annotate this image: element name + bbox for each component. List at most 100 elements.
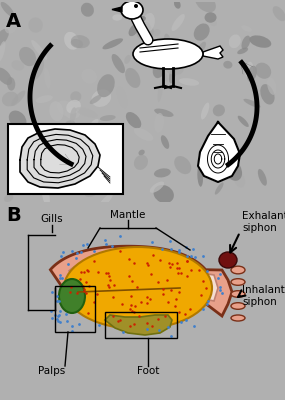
Ellipse shape: [112, 14, 122, 21]
Ellipse shape: [201, 102, 209, 120]
Ellipse shape: [210, 19, 217, 26]
Ellipse shape: [75, 136, 92, 151]
Ellipse shape: [169, 158, 185, 172]
Ellipse shape: [134, 4, 138, 8]
Ellipse shape: [154, 41, 160, 55]
Ellipse shape: [164, 34, 172, 49]
Ellipse shape: [36, 95, 53, 103]
Ellipse shape: [15, 138, 26, 160]
Ellipse shape: [219, 252, 237, 268]
Ellipse shape: [231, 279, 245, 285]
Text: Exhalant
siphon: Exhalant siphon: [242, 211, 285, 233]
Ellipse shape: [154, 168, 171, 178]
Ellipse shape: [231, 315, 245, 321]
Ellipse shape: [102, 38, 123, 49]
Ellipse shape: [66, 100, 81, 114]
Ellipse shape: [150, 182, 164, 193]
Ellipse shape: [65, 107, 80, 119]
Ellipse shape: [258, 169, 267, 186]
Ellipse shape: [100, 115, 116, 121]
Ellipse shape: [255, 63, 271, 79]
Polygon shape: [198, 122, 240, 182]
Ellipse shape: [49, 101, 64, 121]
Ellipse shape: [0, 68, 12, 85]
Ellipse shape: [0, 29, 9, 47]
Ellipse shape: [97, 74, 115, 97]
Ellipse shape: [31, 40, 47, 60]
Ellipse shape: [81, 3, 94, 17]
Ellipse shape: [64, 32, 79, 50]
Ellipse shape: [174, 0, 181, 9]
Ellipse shape: [25, 159, 45, 174]
Ellipse shape: [9, 110, 27, 129]
Ellipse shape: [1, 2, 15, 17]
Ellipse shape: [91, 90, 111, 107]
Ellipse shape: [231, 303, 245, 309]
Ellipse shape: [139, 22, 151, 34]
Ellipse shape: [44, 68, 50, 89]
Text: Palps: Palps: [38, 366, 66, 376]
Ellipse shape: [234, 171, 245, 188]
Ellipse shape: [243, 99, 261, 108]
Ellipse shape: [56, 147, 67, 158]
Ellipse shape: [30, 176, 44, 196]
Ellipse shape: [174, 156, 191, 174]
Ellipse shape: [247, 66, 257, 82]
Ellipse shape: [215, 182, 224, 195]
Ellipse shape: [158, 79, 163, 102]
Ellipse shape: [231, 291, 245, 297]
Polygon shape: [69, 256, 218, 303]
Ellipse shape: [223, 61, 233, 69]
Ellipse shape: [139, 150, 145, 155]
Ellipse shape: [34, 170, 43, 178]
Polygon shape: [50, 246, 232, 316]
Ellipse shape: [125, 68, 141, 88]
Ellipse shape: [0, 41, 5, 62]
Ellipse shape: [197, 166, 203, 187]
Ellipse shape: [154, 113, 164, 133]
Ellipse shape: [85, 142, 109, 153]
Ellipse shape: [112, 54, 125, 73]
Ellipse shape: [195, 0, 216, 12]
Ellipse shape: [11, 90, 25, 106]
Polygon shape: [203, 46, 223, 59]
Ellipse shape: [80, 136, 85, 146]
Ellipse shape: [32, 60, 44, 80]
Ellipse shape: [231, 266, 245, 274]
Ellipse shape: [238, 116, 249, 127]
Ellipse shape: [29, 131, 36, 146]
Ellipse shape: [245, 62, 253, 77]
Ellipse shape: [142, 13, 155, 32]
Ellipse shape: [2, 92, 19, 106]
Ellipse shape: [138, 16, 146, 22]
Text: Foot: Foot: [137, 366, 159, 376]
Ellipse shape: [90, 95, 102, 104]
Ellipse shape: [117, 86, 127, 108]
Ellipse shape: [98, 193, 113, 210]
Ellipse shape: [205, 12, 217, 23]
Ellipse shape: [66, 120, 75, 126]
Text: Gills: Gills: [41, 214, 63, 224]
Polygon shape: [112, 7, 122, 12]
Ellipse shape: [11, 60, 24, 71]
Polygon shape: [20, 129, 100, 188]
Ellipse shape: [57, 100, 78, 118]
Ellipse shape: [75, 107, 98, 118]
Bar: [105, 312, 177, 338]
Ellipse shape: [91, 119, 99, 126]
Ellipse shape: [82, 167, 103, 177]
Ellipse shape: [124, 55, 131, 64]
Ellipse shape: [260, 84, 275, 104]
Ellipse shape: [207, 158, 224, 179]
Ellipse shape: [64, 247, 212, 329]
Ellipse shape: [154, 185, 174, 203]
Ellipse shape: [70, 107, 76, 122]
Text: B: B: [6, 206, 21, 225]
Bar: [55, 286, 95, 332]
Ellipse shape: [241, 36, 250, 50]
Text: A: A: [6, 12, 21, 31]
Ellipse shape: [172, 14, 185, 31]
Ellipse shape: [179, 78, 199, 86]
Ellipse shape: [42, 188, 50, 206]
Ellipse shape: [165, 63, 184, 75]
